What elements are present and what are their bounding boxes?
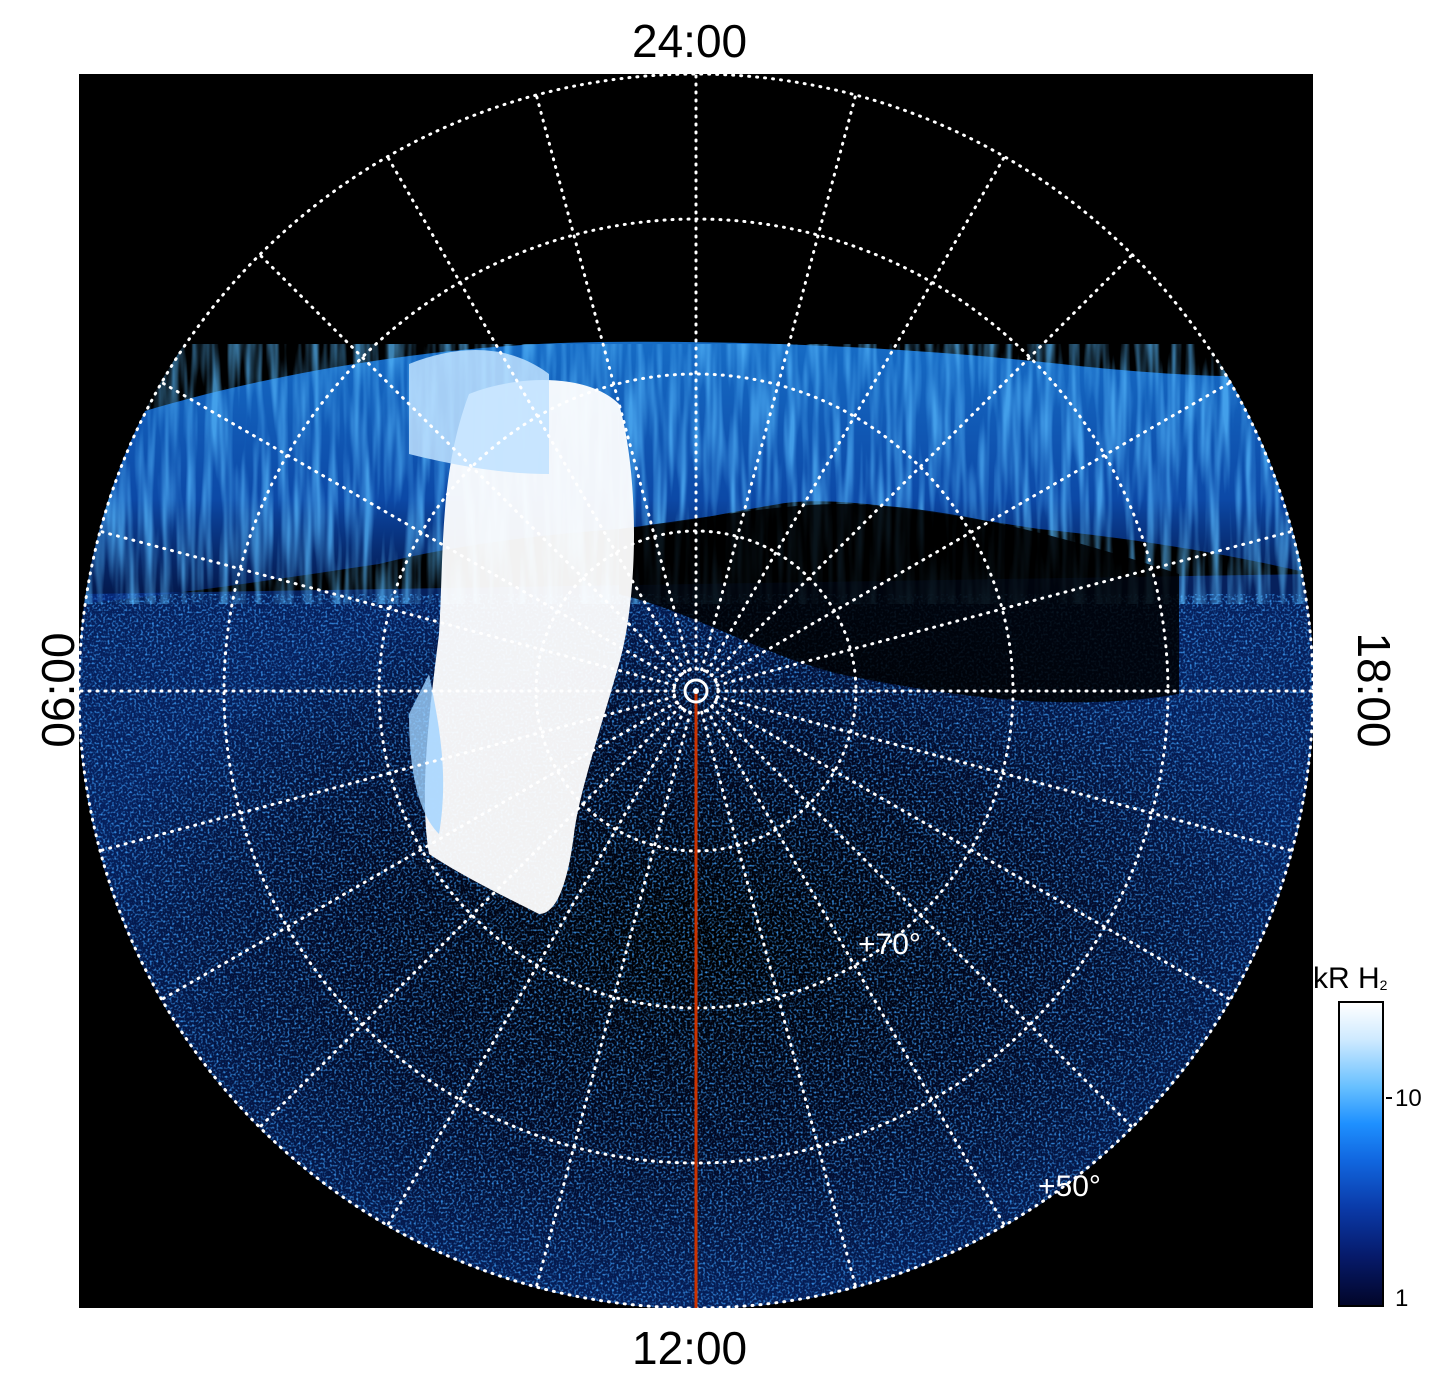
meridian-line: [715, 529, 1297, 687]
meridian-line: [534, 710, 692, 1292]
meridian-line: [95, 529, 677, 687]
latitude-70-label: +70°: [858, 928, 921, 961]
colorbar-tick: [1386, 1097, 1392, 1099]
meridian-line: [256, 251, 682, 677]
meridian-line: [713, 700, 1235, 1003]
dawn-label: 06:00: [32, 632, 84, 748]
meridian-line: [700, 710, 858, 1292]
latitude-50-label: +50°: [1038, 1170, 1101, 1203]
meridian-line: [713, 379, 1235, 682]
meridian-line: [157, 700, 679, 1003]
dusk-label: 18:00: [1348, 632, 1400, 748]
colorbar: [1338, 1001, 1384, 1307]
meridian-line: [710, 705, 1136, 1131]
meridian-line: [705, 152, 1008, 674]
meridian-line: [710, 251, 1136, 677]
noon-label: 12:00: [632, 1322, 748, 1374]
meridian-line: [715, 695, 1297, 853]
meridian-line: [534, 90, 692, 672]
pole-marker-icon: [683, 678, 709, 704]
midnight-label: 24:00: [632, 15, 748, 67]
meridian-line: [157, 379, 679, 682]
meridian-line: [256, 705, 682, 1131]
colorbar-tick-label: 1: [1395, 1285, 1409, 1312]
meridian-line: [95, 695, 677, 853]
aurora-image: [79, 74, 1313, 1308]
meridian-line: [700, 90, 858, 672]
meridian-line: [705, 708, 1008, 1230]
meridian-line: [384, 708, 687, 1230]
colorbar-tick-label: 10: [1395, 1085, 1422, 1112]
colorbar-title: kR H2: [1313, 962, 1388, 995]
polar-aurora-map: +70° +50°: [79, 74, 1313, 1308]
meridian-line: [384, 152, 687, 674]
